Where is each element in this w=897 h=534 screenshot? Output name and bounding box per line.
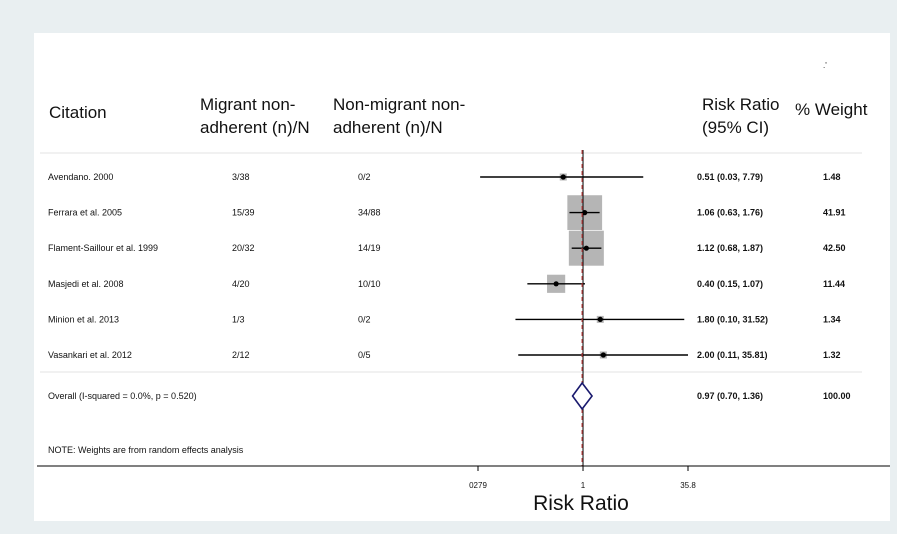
- study-risk-ratio-ci: 1.12 (0.68, 1.87): [697, 243, 763, 253]
- x-axis-title: Risk Ratio: [533, 492, 629, 515]
- study-migrant-count: 15/39: [232, 208, 255, 218]
- header-migrant-line2: adherent (n)/N: [200, 118, 310, 137]
- study-migrant-count: 3/38: [232, 172, 250, 182]
- study-rows: Avendano. 2000 3/38 0/2 0.51 (0.03, 7.79) 1.…: [48, 172, 851, 401]
- point-estimate: [600, 352, 606, 358]
- study-migrant-count: 2/12: [232, 350, 250, 360]
- study-nonmigrant-count: 0/5: [358, 350, 371, 360]
- x-axis-ticks: 0279 1 35.8: [469, 466, 696, 490]
- study-weight: 1.32: [823, 350, 841, 360]
- header-nonmigrant-line2: adherent (n)/N: [333, 118, 443, 137]
- overall-weight: 100.00: [823, 391, 851, 401]
- overall-label: Overall (I-squared = 0.0%, p = 0.520): [48, 391, 197, 401]
- point-estimate: [553, 281, 559, 287]
- point-estimate: [583, 245, 589, 251]
- study-migrant-count: 4/20: [232, 279, 250, 289]
- study-weight: 1.34: [823, 314, 841, 324]
- study-weight: 11.44: [823, 279, 845, 289]
- study-citation: Ferrara et al. 2005: [48, 208, 122, 218]
- study-citation: Minion et al. 2013: [48, 314, 119, 324]
- study-weight: 42.50: [823, 243, 846, 253]
- header-nonmigrant-line1: Non-migrant non-: [333, 95, 465, 114]
- footnote: NOTE: Weights are from random effects an…: [48, 445, 244, 455]
- header-risk-ratio-line2: (95% CI): [702, 118, 769, 137]
- header-weight: % Weight: [795, 100, 868, 119]
- study-risk-ratio-ci: 0.40 (0.15, 1.07): [697, 279, 763, 289]
- study-citation: Vasankari et al. 2012: [48, 350, 132, 360]
- study-nonmigrant-count: 14/19: [358, 243, 381, 253]
- study-risk-ratio-ci: 0.51 (0.03, 7.79): [697, 172, 763, 182]
- study-nonmigrant-count: 0/2: [358, 314, 371, 324]
- study-citation: Flament-Saillour et al. 1999: [48, 243, 158, 253]
- study-citation: Masjedi et al. 2008: [48, 279, 124, 289]
- header-risk-ratio-line1: Risk Ratio: [702, 95, 779, 114]
- study-nonmigrant-count: 0/2: [358, 172, 371, 182]
- study-migrant-count: 20/32: [232, 243, 255, 253]
- plot-marks: [480, 150, 689, 466]
- header-citation: Citation: [49, 103, 107, 122]
- study-citation: Avendano. 2000: [48, 172, 113, 182]
- forest-plot-panel: [34, 33, 890, 521]
- study-nonmigrant-count: 10/10: [358, 279, 381, 289]
- x-axis-tick-label: 0279: [469, 481, 487, 490]
- overall-risk-ratio-ci: 0.97 (0.70, 1.36): [697, 391, 763, 401]
- header-migrant-line1: Migrant non-: [200, 95, 295, 114]
- stray-mark: .': [823, 61, 827, 70]
- study-weight: 1.48: [823, 172, 841, 182]
- point-estimate: [597, 316, 603, 322]
- point-estimate: [560, 174, 566, 180]
- study-migrant-count: 1/3: [232, 314, 245, 324]
- x-axis-tick-label: 35.8: [680, 481, 696, 490]
- study-weight: 41.91: [823, 208, 846, 218]
- x-axis-tick-label: 1: [581, 481, 586, 490]
- overall-diamond: [571, 381, 594, 411]
- header-row: Citation Migrant non- adherent (n)/N Non…: [49, 61, 868, 137]
- study-risk-ratio-ci: 1.06 (0.63, 1.76): [697, 208, 763, 218]
- study-nonmigrant-count: 34/88: [358, 208, 381, 218]
- study-risk-ratio-ci: 1.80 (0.10, 31.52): [697, 314, 768, 324]
- study-risk-ratio-ci: 2.00 (0.11, 35.81): [697, 350, 768, 360]
